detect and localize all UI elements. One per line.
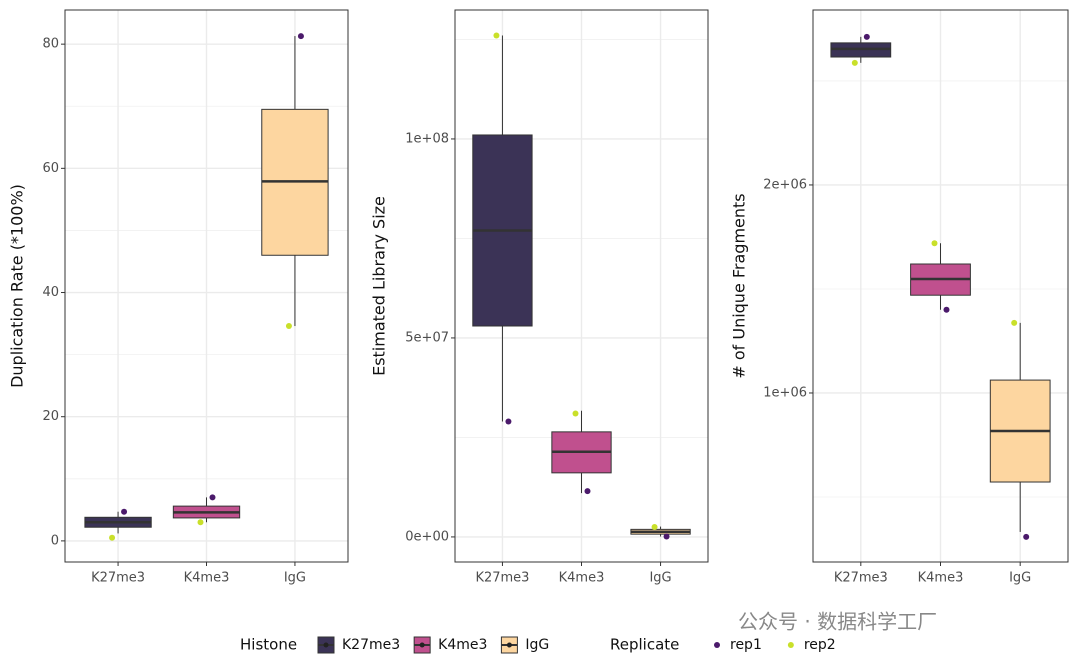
panel-border bbox=[812, 9, 1069, 563]
y-tick-label: 0 bbox=[51, 533, 59, 548]
legend-label: rep2 bbox=[804, 637, 836, 653]
point bbox=[297, 33, 304, 40]
x-tick-label: K4me3 bbox=[184, 571, 230, 586]
point bbox=[285, 323, 292, 330]
legend-label: rep1 bbox=[730, 637, 762, 653]
x-tick-label: K27me3 bbox=[834, 571, 888, 586]
x-tick-label: K27me3 bbox=[91, 571, 145, 586]
y-tick-label: 2e+06 bbox=[763, 177, 807, 192]
point bbox=[943, 306, 950, 313]
watermark: 公众号 · 数据科学工厂 bbox=[738, 610, 937, 634]
x-tick-label: IgG bbox=[1009, 571, 1031, 586]
y-axis-label: # of Unique Fragments bbox=[730, 193, 749, 378]
point bbox=[651, 523, 658, 530]
y-axis-label: Estimated Library Size bbox=[370, 196, 389, 376]
y-tick-label: 1e+08 bbox=[405, 131, 449, 146]
x-tick-label: K4me3 bbox=[918, 571, 964, 586]
legend-label: IgG bbox=[525, 637, 549, 653]
panel-border bbox=[64, 9, 349, 563]
point bbox=[584, 488, 591, 495]
x-tick-label: K4me3 bbox=[559, 571, 605, 586]
legend-key-dot bbox=[419, 642, 425, 648]
point bbox=[931, 240, 938, 247]
y-tick-label: 5e+07 bbox=[405, 330, 449, 345]
y-tick-label: 80 bbox=[42, 37, 59, 52]
legend-key-dot bbox=[323, 642, 329, 648]
panel-border bbox=[454, 9, 709, 563]
legend-label: K4me3 bbox=[438, 637, 487, 653]
point bbox=[209, 494, 216, 501]
point bbox=[197, 519, 204, 526]
legend-key-dot bbox=[787, 642, 794, 648]
y-tick-label: 0e+00 bbox=[405, 529, 449, 544]
point bbox=[851, 59, 858, 66]
y-tick-label: 40 bbox=[42, 285, 59, 300]
x-tick-label: K27me3 bbox=[475, 571, 529, 586]
point bbox=[493, 32, 500, 39]
y-tick-label: 1e+06 bbox=[763, 385, 807, 400]
point bbox=[505, 418, 512, 425]
point bbox=[1023, 533, 1030, 540]
point bbox=[121, 508, 128, 515]
legend-title: Histone bbox=[240, 636, 297, 654]
x-tick-label: IgG bbox=[284, 571, 306, 586]
legend-key-dot bbox=[714, 642, 720, 648]
point bbox=[109, 534, 116, 541]
legend-label: K27me3 bbox=[342, 637, 400, 653]
point bbox=[863, 33, 870, 40]
x-tick-label: IgG bbox=[649, 571, 671, 586]
y-tick-label: 60 bbox=[42, 161, 59, 176]
point bbox=[1011, 319, 1018, 326]
point bbox=[572, 410, 579, 417]
legend-title: Replicate bbox=[610, 636, 679, 654]
point bbox=[663, 533, 670, 540]
y-tick-label: 20 bbox=[42, 409, 59, 424]
legend-key-dot bbox=[506, 642, 512, 648]
y-axis-label: Duplication Rate (*100%) bbox=[8, 184, 27, 388]
